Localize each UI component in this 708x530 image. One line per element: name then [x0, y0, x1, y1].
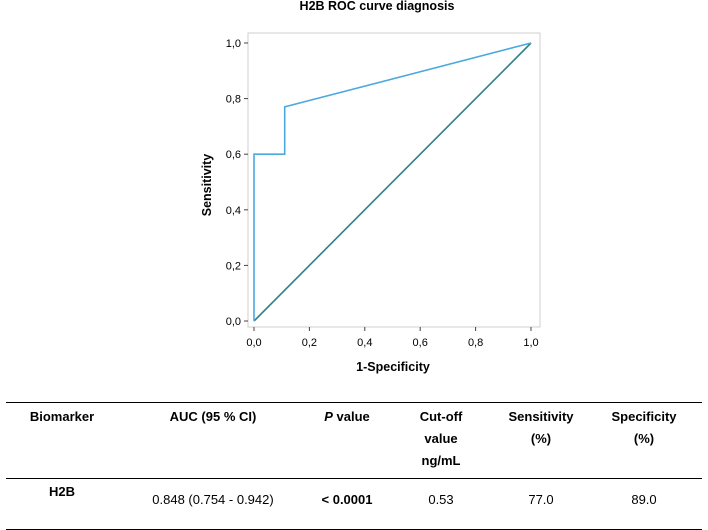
y-tick-label: 0,0 — [226, 316, 241, 328]
x-tick-label: 0,6 — [413, 337, 428, 349]
roc-curve-line — [253, 42, 532, 321]
results-table: Biomarker AUC (95 % CI) P value Cut-off … — [6, 402, 702, 530]
header-cutoff-line2: value — [424, 431, 458, 446]
table-header-row: Biomarker AUC (95 % CI) P value Cut-off … — [6, 402, 702, 479]
y-tick-label: 1,0 — [226, 38, 241, 50]
header-auc: AUC (95 % CI) — [169, 409, 257, 424]
chart-title: H2B ROC curve diagnosis — [300, 0, 455, 13]
y-axis-label: Sensitivity — [200, 154, 214, 217]
cell-biomarker: H2B — [48, 484, 75, 499]
header-sensitivity-line2: (%) — [530, 431, 552, 446]
table-row: H2B 0.848 (0.754 - 0.942) < 0.0001 0.53 … — [6, 478, 702, 530]
header-sensitivity: Sensitivity (%) — [496, 403, 586, 479]
x-axis-label: 1-Specificity — [356, 360, 430, 374]
header-specificity: Specificity (%) — [586, 403, 702, 479]
x-tick-label: 0,4 — [357, 337, 372, 349]
y-tick-label: 0,8 — [226, 94, 241, 106]
cell-sensitivity: 77.0 — [528, 492, 554, 507]
header-p-italic: P — [324, 409, 333, 424]
plot-border — [247, 32, 541, 328]
header-cutoff-line3: ng/mL — [421, 453, 461, 468]
x-tick-label: 1,0 — [523, 337, 538, 349]
roc-chart: H2B ROC curve diagnosis 0,0 0,2 0,4 0,6 0,8 1… — [200, 0, 541, 374]
cell-p-value: < 0.0001 — [321, 492, 373, 507]
y-tick-label: 0,2 — [226, 260, 241, 272]
header-specificity-line1: Specificity — [611, 409, 677, 424]
header-biomarker: Biomarker — [29, 409, 95, 424]
header-cutoff: Cut-off value ng/mL — [386, 403, 496, 479]
cell-auc: 0.848 (0.754 - 0.942) — [152, 492, 274, 507]
y-tick-label: 0,6 — [226, 149, 241, 161]
series-layer — [253, 42, 532, 322]
reference-diagonal-line — [253, 42, 532, 322]
x-tick-label: 0,0 — [246, 337, 261, 349]
cell-cutoff: 0.53 — [428, 492, 454, 507]
plot-area — [247, 32, 541, 328]
y-tick-label: 0,4 — [226, 205, 241, 217]
header-sensitivity-line1: Sensitivity — [508, 409, 574, 424]
x-axis: 0,0 0,2 0,4 0,6 0,8 1,0 — [246, 327, 539, 349]
y-axis: 0,0 0,2 0,4 0,6 0,8 1,0 — [226, 38, 248, 328]
header-cutoff-line1: Cut-off — [419, 409, 463, 424]
cell-specificity: 89.0 — [631, 492, 657, 507]
header-p-value: P value — [308, 403, 386, 479]
x-tick-label: 0,2 — [302, 337, 317, 349]
header-p-rest: value — [332, 409, 370, 424]
x-tick-label: 0,8 — [468, 337, 483, 349]
header-specificity-line2: (%) — [633, 431, 655, 446]
